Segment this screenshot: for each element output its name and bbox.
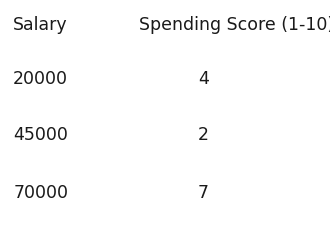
Text: Spending Score (1-10): Spending Score (1-10): [139, 16, 330, 34]
Text: 45000: 45000: [13, 126, 68, 144]
Text: Salary: Salary: [13, 16, 68, 34]
Text: 20000: 20000: [13, 70, 68, 88]
Text: 70000: 70000: [13, 184, 68, 202]
Text: 7: 7: [198, 184, 209, 202]
Text: 2: 2: [198, 126, 209, 144]
Text: 4: 4: [198, 70, 209, 88]
